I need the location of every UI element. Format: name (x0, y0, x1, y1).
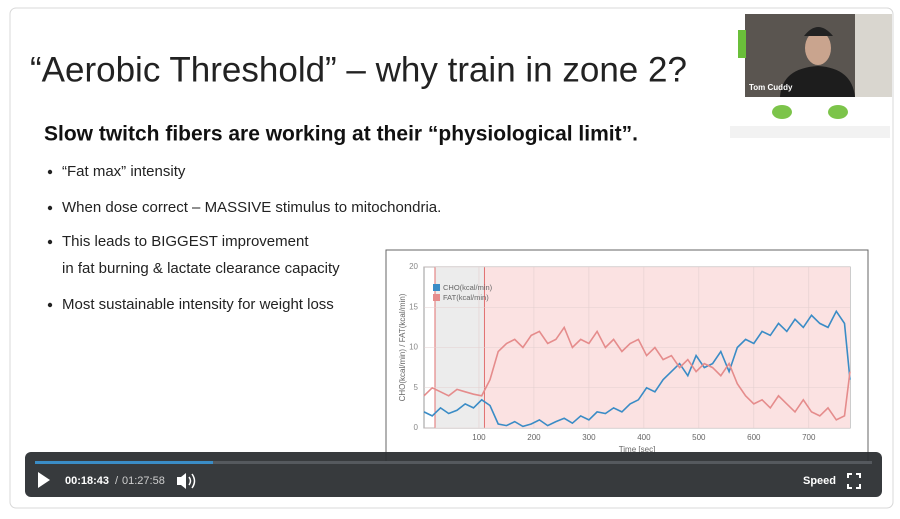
webcam-name: Tom Cuddy (749, 83, 793, 92)
x-tick-label: 300 (582, 433, 596, 442)
x-tick-label: 500 (692, 433, 706, 442)
player-controls: 00:18:43 / 01:27:58 Speed (25, 452, 882, 497)
x-tick-label: 200 (527, 433, 541, 442)
y-axis-label: CHO(kcal/min) / FAT(kcal/min) (398, 293, 407, 401)
x-tick-label: 100 (472, 433, 486, 442)
slide-subtitle: Slow twitch fibers are working at their … (44, 123, 638, 146)
bullet-dot (47, 302, 53, 308)
bullet-dot (47, 205, 53, 211)
thumbnail-strip (730, 126, 890, 138)
legend-swatch (433, 284, 440, 291)
y-tick-label: 5 (414, 383, 419, 392)
x-axis-label: Time [sec] (619, 445, 656, 454)
duration: 01:27:58 (122, 475, 165, 487)
webcam-deco (738, 30, 746, 58)
progress-fill (35, 461, 213, 464)
bullet-text: When dose correct – MASSIVE stimulus to … (62, 199, 441, 216)
y-tick-label: 15 (409, 302, 418, 311)
time-separator: / (115, 475, 119, 487)
webcam-bg (855, 14, 892, 97)
x-tick-label: 700 (802, 433, 816, 442)
webcam: Tom Cuddy (730, 14, 892, 138)
bullet-text: This leads to BIGGEST improvement (62, 233, 309, 250)
data-line (423, 325, 851, 421)
current-time: 00:18:43 (65, 475, 109, 487)
play-button[interactable] (38, 472, 50, 488)
webcam-body (780, 66, 855, 97)
y-tick-label: 10 (409, 343, 418, 352)
chart: 0 5 10 15 20 100 200 300 400 500 600 700 Time [sec] C… (398, 262, 851, 454)
webcam-cap (804, 27, 833, 36)
bullet-text: in fat burning & lactate clearance capac… (62, 260, 340, 277)
fullscreen-button[interactable] (847, 473, 861, 489)
x-tick-label: 400 (637, 433, 651, 442)
progress-track[interactable] (35, 461, 872, 464)
legend-label: FAT(kcal/min) (443, 293, 489, 302)
x-tick-label: 600 (747, 433, 761, 442)
data-line (423, 309, 851, 428)
volume-button[interactable] (177, 473, 196, 489)
volume-icon (177, 473, 186, 489)
webcam-face (805, 31, 831, 65)
bullet-dot (47, 169, 53, 175)
webcam-deco (772, 105, 792, 119)
bullet-list: “Fat max” intensity When dose correct – M… (47, 163, 441, 313)
slide-title: “Aerobic Threshold” – why train in zone … (30, 50, 687, 89)
legend-swatch (433, 294, 440, 301)
bullet-dot (47, 239, 53, 245)
legend-label: CHO(kcal/min) (443, 283, 493, 292)
y-tick-label: 20 (409, 262, 418, 271)
bullet-text: “Fat max” intensity (62, 163, 186, 180)
y-tick-label: 0 (414, 423, 419, 432)
webcam-deco (828, 105, 848, 119)
speed-button[interactable]: Speed (803, 475, 836, 487)
bullet-text: Most sustainable intensity for weight lo… (62, 296, 334, 313)
volume-waves (188, 473, 196, 489)
